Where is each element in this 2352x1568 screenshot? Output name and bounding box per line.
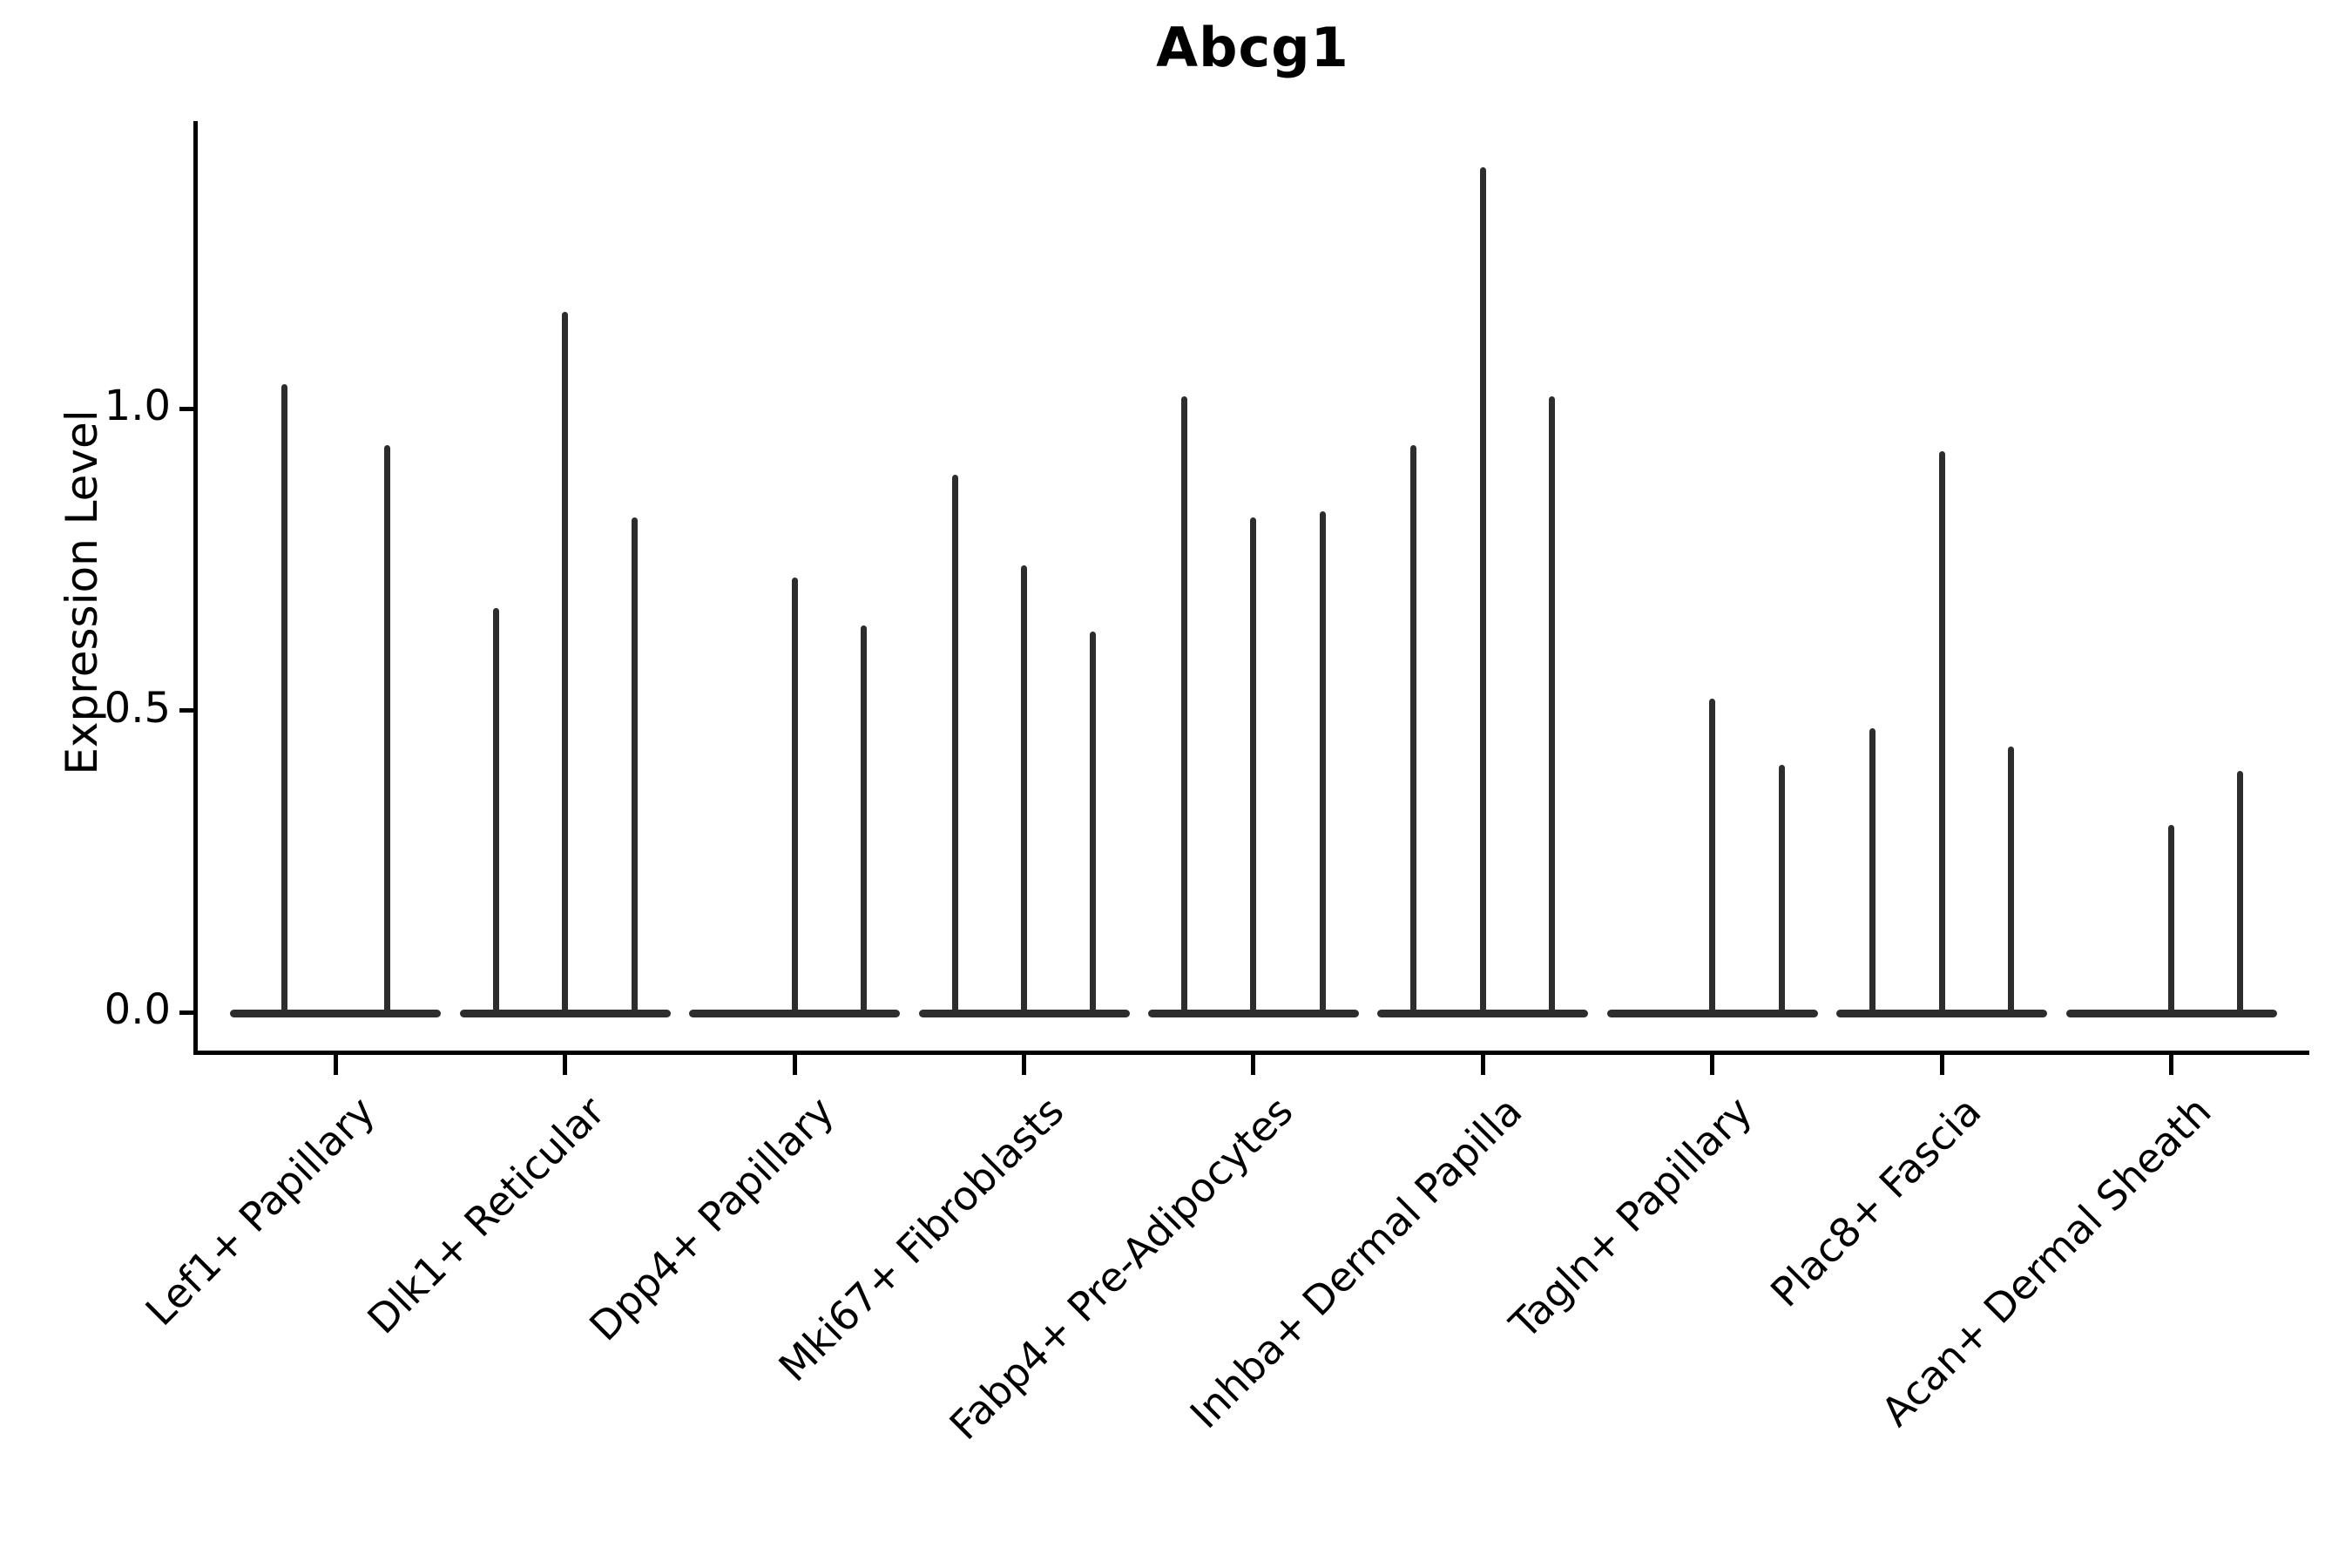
- x-axis-spine: [193, 1051, 2309, 1055]
- violin-spike: [1938, 450, 1945, 1015]
- violin-spike: [2237, 770, 2244, 1015]
- violin-spike: [1869, 728, 1876, 1015]
- x-tick-mark: [1710, 1055, 1715, 1075]
- x-tick-label: Plac8+ Fascia: [1761, 1087, 1990, 1316]
- y-tick-mark: [179, 406, 194, 411]
- x-tick-mark: [792, 1055, 797, 1075]
- y-tick-label: 1.0: [104, 382, 171, 430]
- y-tick-label: 0.5: [104, 683, 171, 733]
- x-tick-mark: [563, 1055, 568, 1075]
- violin-spike: [631, 517, 638, 1015]
- violin-spike: [1709, 698, 1716, 1015]
- violin-spike: [951, 475, 958, 1015]
- x-tick-label: Fabp4+ Pre-Adipocytes: [940, 1087, 1302, 1450]
- y-tick-mark: [179, 708, 194, 713]
- x-tick-mark: [1939, 1055, 1944, 1075]
- violin-spike: [1181, 396, 1187, 1015]
- y-axis-label: Expression Level: [57, 409, 107, 775]
- chart-title: Abcg1: [1156, 16, 1349, 79]
- x-tick-mark: [1022, 1055, 1026, 1075]
- y-tick-mark: [179, 1010, 194, 1015]
- x-tick-label: Acan+ Dermal Sheath: [1871, 1087, 2220, 1436]
- x-tick-label: Inhba+ Dermal Papilla: [1180, 1087, 1531, 1438]
- violin-spike: [1479, 166, 1486, 1015]
- violin-spike: [280, 384, 287, 1015]
- x-tick-mark: [1480, 1055, 1485, 1075]
- violin-spike: [384, 444, 391, 1015]
- violin-spike: [791, 578, 798, 1015]
- y-axis-spine: [193, 121, 198, 1055]
- x-tick-label: Mki67+ Fibroblasts: [769, 1087, 1072, 1391]
- violin-spike: [1250, 517, 1257, 1015]
- violin-spike: [861, 625, 867, 1015]
- violin-spike: [2168, 825, 2174, 1015]
- x-tick-label: Tagln+ Papillary: [1500, 1087, 1761, 1348]
- violin-spike: [1021, 565, 1027, 1015]
- violin-spike: [562, 312, 569, 1015]
- x-tick-mark: [2169, 1055, 2173, 1075]
- x-tick-label: Dlk1+ Reticular: [357, 1087, 614, 1343]
- x-tick-mark: [333, 1055, 338, 1075]
- x-tick-mark: [1251, 1055, 1256, 1075]
- violin-spike: [492, 607, 499, 1015]
- violin-base: [230, 1010, 442, 1017]
- x-tick-label: Dpp4+ Papillary: [580, 1087, 843, 1350]
- violin-spike: [1090, 632, 1097, 1015]
- violin-spike: [2008, 747, 2014, 1015]
- violin-spike: [1549, 396, 1556, 1015]
- y-tick-label: 0.0: [104, 985, 171, 1034]
- violin-spike: [1778, 764, 1785, 1015]
- violin-spike: [1410, 444, 1417, 1015]
- violin-spike: [1319, 510, 1326, 1015]
